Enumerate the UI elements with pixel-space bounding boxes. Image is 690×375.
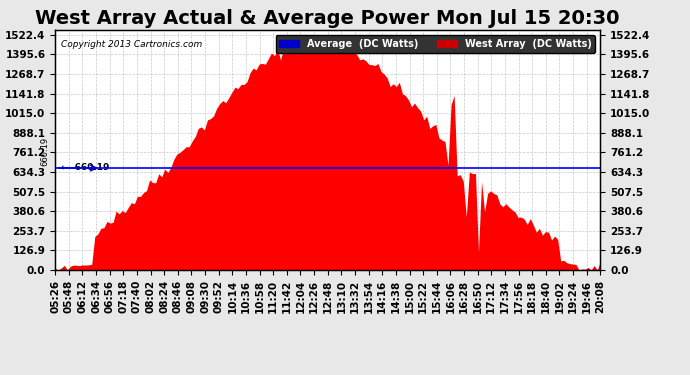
Text: Copyright 2013 Cartronics.com: Copyright 2013 Cartronics.com bbox=[61, 40, 202, 49]
Title: West Array Actual & Average Power Mon Jul 15 20:30: West Array Actual & Average Power Mon Ju… bbox=[35, 9, 620, 28]
Text: ←  660.19: ← 660.19 bbox=[61, 164, 109, 172]
Legend: Average  (DC Watts), West Array  (DC Watts): Average (DC Watts), West Array (DC Watts… bbox=[275, 35, 595, 52]
Text: 660.19: 660.19 bbox=[40, 137, 49, 166]
